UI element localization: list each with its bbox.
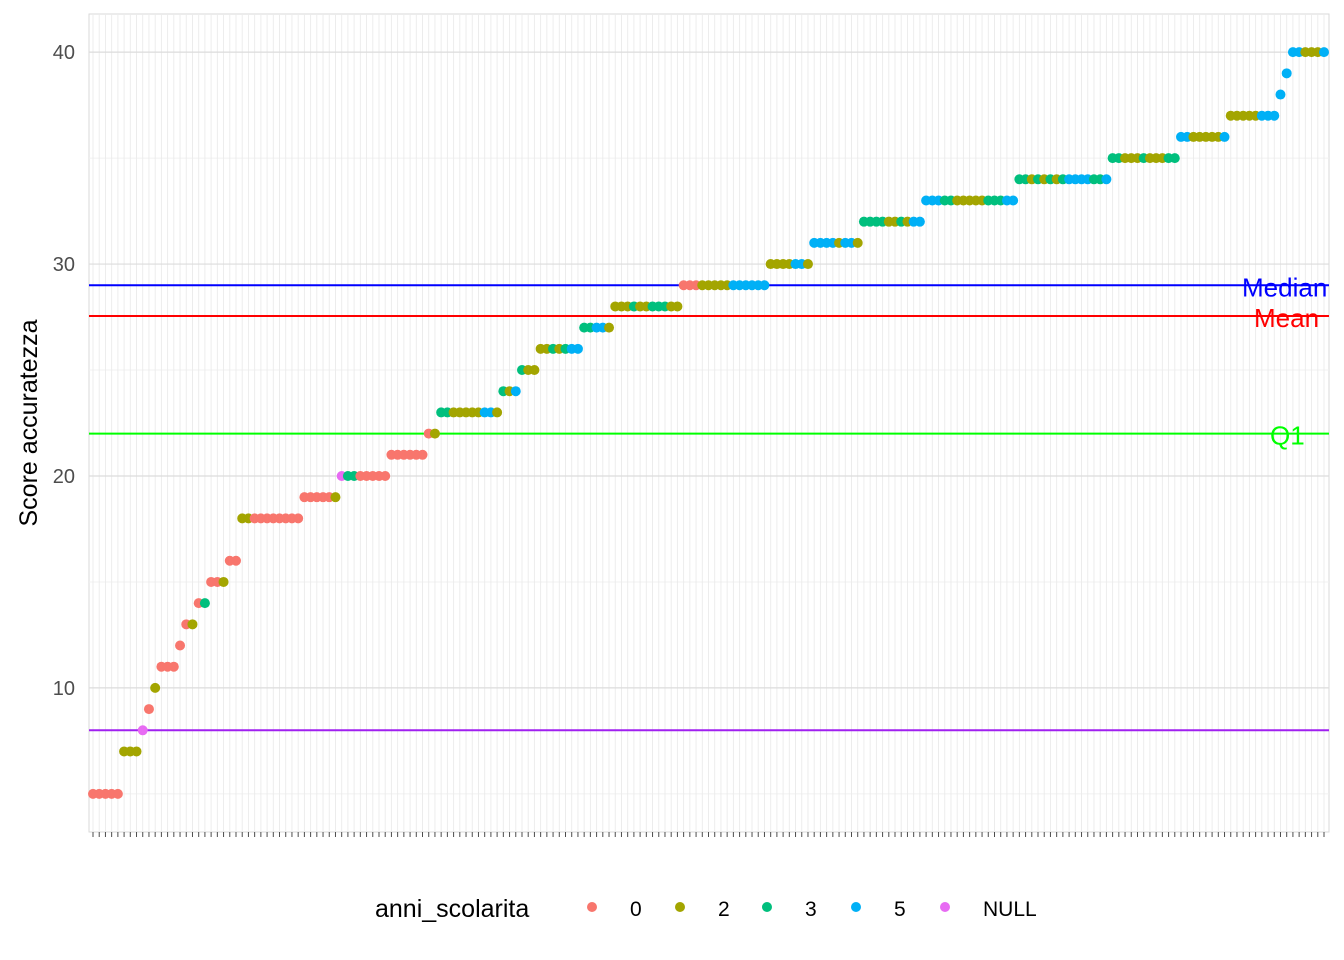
data-point (150, 682, 161, 693)
y-tick-label: 40 (53, 42, 75, 64)
data-point (429, 428, 440, 439)
data-point (1281, 68, 1292, 79)
legend: anni_scolarita 0 2 3 5 NULL (375, 895, 1037, 923)
data-point (572, 343, 583, 354)
legend-key (851, 902, 861, 912)
legend-key (762, 902, 772, 912)
data-point (112, 788, 123, 799)
y-tick-label: 20 (53, 466, 75, 488)
data-point (604, 322, 615, 333)
data-point (293, 513, 304, 524)
y-axis-title: Score accuratezza (15, 319, 43, 526)
data-point (914, 216, 925, 227)
legend-label: 2 (718, 898, 730, 921)
x-axis-ticks (92, 832, 1325, 837)
data-point (187, 619, 198, 630)
y-tick-label: 30 (53, 254, 75, 276)
data-point (1008, 195, 1019, 206)
data-point (672, 301, 683, 312)
legend-key (675, 902, 685, 912)
data-point (852, 237, 863, 248)
data-point (143, 704, 154, 715)
data-point (529, 365, 540, 376)
data-point (1219, 131, 1230, 142)
data-point (1269, 110, 1280, 121)
data-point (1275, 89, 1286, 100)
data-points (88, 47, 1329, 799)
legend-title: anni_scolarita (375, 895, 529, 923)
data-point (330, 492, 341, 503)
data-point (131, 746, 142, 757)
legend-label: NULL (983, 898, 1037, 921)
legend-label: 0 (630, 898, 642, 921)
plot-panel (88, 13, 1330, 833)
legend-key (940, 902, 950, 912)
data-point (230, 555, 241, 566)
data-point (492, 407, 503, 418)
data-point (759, 280, 770, 291)
data-point (1319, 47, 1329, 58)
data-point (380, 470, 391, 481)
legend-label: 5 (894, 898, 906, 921)
data-point (417, 449, 428, 460)
gridlines-x (92, 14, 1325, 832)
data-point (802, 259, 813, 270)
legend-label: 3 (805, 898, 817, 921)
major-gridlines-y (89, 51, 1329, 689)
data-point (199, 598, 210, 609)
data-point (1101, 174, 1112, 185)
reference-label: Q1 (1270, 421, 1305, 451)
data-point (168, 661, 179, 672)
reference-label: Median (1242, 272, 1327, 302)
data-point (137, 725, 148, 736)
data-point (1169, 153, 1180, 164)
data-point (175, 640, 186, 651)
y-tick-label: 10 (53, 678, 75, 700)
data-point (218, 576, 229, 587)
legend-key (587, 902, 597, 912)
reference-lines (89, 284, 1329, 732)
y-axis-ticks: 10 20 30 40 (53, 42, 75, 700)
reference-label: Mean (1254, 303, 1319, 333)
data-point (510, 386, 521, 397)
